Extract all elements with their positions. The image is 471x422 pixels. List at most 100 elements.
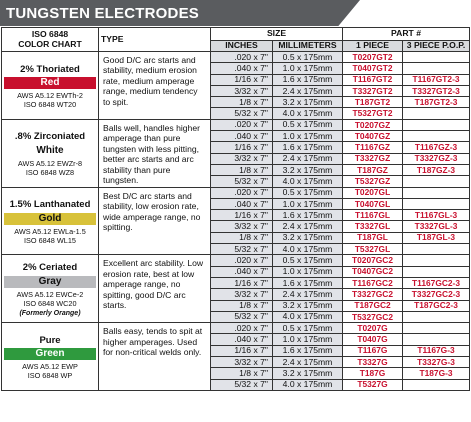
table-row: 1/16 x 7" 1.6 x 175mm T1167GT2 T1167GT2-3 — [2, 73, 471, 86]
size-inches: 1/8 x 7" — [210, 163, 273, 177]
aws-spec: AWS A5.12 EWZr-8 — [17, 158, 83, 168]
size-millimeters: 4.0 x 175mm — [271, 107, 344, 120]
size-inches: 1/8 x 7" — [210, 367, 273, 380]
part-one-piece: T0407GL — [342, 197, 404, 211]
part-three-piece — [402, 243, 471, 256]
header-type: TYPE — [98, 27, 211, 52]
part-three-piece — [402, 265, 471, 278]
header-inches: INCHES — [210, 40, 273, 52]
type-description: Best D/C arc starts and stability, low e… — [98, 186, 211, 256]
size-inches: 5/32 x 7" — [210, 175, 273, 188]
part-three-piece: T1167G-3 — [402, 344, 471, 358]
iso-spec: ISO 6848 WT20 — [23, 100, 77, 110]
part-one-piece: T0207GT2 — [342, 50, 404, 64]
size-millimeters: 3.2 x 175mm — [271, 96, 344, 109]
part-one-piece: T5327GZ — [342, 175, 404, 188]
type-description: Balls easy, tends to spit at higher ampe… — [98, 322, 211, 391]
size-millimeters: 1.6 x 175mm — [271, 276, 344, 290]
size-millimeters: 1.6 x 175mm — [271, 73, 344, 86]
electrode-name: 2% Ceriated — [22, 262, 78, 274]
aws-spec: AWS A5.12 EWTh-2 — [17, 91, 83, 100]
part-three-piece — [402, 378, 471, 391]
size-inches: 5/32 x 7" — [210, 378, 273, 391]
color-swatch: Green — [4, 348, 96, 361]
electrode-group: .8% Zirconiated White AWS A5.12 EWZr-8 ISO … — [1, 118, 99, 188]
size-millimeters: 3.2 x 175mm — [271, 163, 344, 177]
part-one-piece: T0207GC2 — [342, 254, 404, 267]
color-swatch: Red — [4, 77, 96, 89]
size-inches: .020 x 7" — [210, 186, 273, 199]
size-millimeters: 1.0 x 175mm — [271, 265, 344, 278]
page-title: TUNGSTEN ELECTRODES — [6, 5, 199, 22]
type-description: Balls well, handles higher amperage than… — [98, 118, 211, 188]
header-three-piece: 3 PIECE P.O.P. — [402, 40, 471, 52]
table-row: .040 x 7" 1.0 x 175mm T0407G — [2, 333, 471, 346]
size-millimeters: 3.2 x 175mm — [271, 231, 344, 245]
part-three-piece: T3327GZ-3 — [402, 152, 471, 165]
size-inches: 5/32 x 7" — [210, 243, 273, 256]
size-millimeters: 2.4 x 175mm — [271, 356, 344, 369]
part-one-piece: T1167GL — [342, 209, 404, 222]
part-three-piece — [402, 333, 471, 346]
header-color-chart-label: COLOR CHART — [18, 38, 82, 49]
iso-spec: ISO 6848 WL15 — [24, 235, 76, 245]
table-row: .040 x 7" 1.0 x 175mm T0407GT2 — [2, 62, 471, 75]
part-one-piece: T187GT2 — [342, 96, 404, 109]
size-inches: .040 x 7" — [210, 62, 273, 75]
part-three-piece — [402, 130, 471, 143]
header-iso: ISO 6848 — [31, 29, 69, 40]
electrode-table-body: 2% Thoriated Red AWS A5.12 EWTh-2 ISO 6848 … — [1, 50, 471, 391]
table-row: .040 x 7" 1.0 x 175mm T0407GZ — [2, 130, 471, 143]
type-description: Good D/C arc starts and stability, mediu… — [98, 51, 211, 120]
color-swatch: White — [4, 144, 96, 157]
size-inches: 3/32 x 7" — [210, 356, 273, 369]
table-row: 5/32 x 7" 4.0 x 175mm T5327G — [2, 378, 471, 391]
electrode-group: 2% Thoriated Red AWS A5.12 EWTh-2 ISO 6848 … — [1, 51, 99, 120]
part-one-piece: T1167GZ — [342, 141, 404, 154]
electrode-table: ISO 6848 COLOR CHART TYPE SIZE PART # IN… — [1, 27, 471, 391]
size-millimeters: 0.5 x 175mm — [271, 254, 344, 267]
title-banner-background — [0, 0, 360, 26]
part-one-piece: T0407GZ — [342, 130, 404, 143]
part-one-piece: T0407GC2 — [342, 265, 404, 278]
size-millimeters: 2.4 x 175mm — [271, 84, 344, 98]
color-swatch: Gold — [4, 212, 96, 225]
table-row: 1/8 x 7" 3.2 x 175mm T187GT2 T187GT2-3 — [2, 96, 471, 109]
table-row: 1/16 x 7" 1.6 x 175mm T1167GZ T1167GZ-3 — [2, 141, 471, 154]
size-millimeters: 1.6 x 175mm — [271, 141, 344, 154]
size-inches: 5/32 x 7" — [210, 107, 273, 120]
size-millimeters: 0.5 x 175mm — [271, 50, 344, 64]
aws-spec: AWS A5.12 EWCe-2 — [16, 289, 84, 299]
size-inches: 1/16 x 7" — [210, 209, 273, 222]
size-millimeters: 2.4 x 175mm — [271, 152, 344, 165]
part-three-piece — [402, 107, 471, 120]
table-row: 1/8 x 7" 3.2 x 175mm T187GZ T187GZ-3 — [2, 163, 471, 177]
electrode-group: Pure Green AWS A5.12 EWP ISO 6848 WP — [1, 322, 99, 391]
part-one-piece: T3327G — [342, 356, 404, 369]
part-one-piece: T5327GL — [342, 243, 404, 256]
table-row: .8% Zirconiated White AWS A5.12 EWZr-8 ISO … — [1, 118, 471, 188]
size-millimeters: 2.4 x 175mm — [271, 288, 344, 301]
size-inches: 1/16 x 7" — [210, 276, 273, 290]
header-color-chart: ISO 6848 COLOR CHART — [1, 27, 99, 52]
size-millimeters: 4.0 x 175mm — [271, 243, 344, 256]
size-millimeters: 4.0 x 175mm — [271, 175, 344, 188]
header-millimeters: MILLIMETERS — [271, 40, 344, 52]
part-three-piece: T3327G-3 — [402, 356, 471, 369]
table-row: 3/32 x 7" 2.4 x 175mm T3327GZ T3327GZ-3 — [2, 152, 471, 165]
size-inches: 1/8 x 7" — [210, 96, 273, 109]
electrode-name: 2% Thoriated — [20, 63, 80, 75]
table-row: .040 x 7" 1.0 x 175mm T0407GL — [2, 197, 471, 211]
header-part: PART # — [342, 27, 471, 41]
size-millimeters: 1.0 x 175mm — [271, 197, 344, 211]
size-millimeters: 3.2 x 175mm — [271, 299, 344, 312]
part-one-piece: T1167GT2 — [342, 73, 404, 86]
part-one-piece: T0407G — [342, 333, 404, 346]
size-inches: 3/32 x 7" — [210, 220, 273, 233]
electrode-name: 1.5% Lanthanated — [9, 199, 91, 211]
part-three-piece — [402, 186, 471, 199]
size-inches: .040 x 7" — [210, 265, 273, 278]
size-inches: 3/32 x 7" — [210, 288, 273, 301]
part-one-piece: T1167GC2 — [342, 276, 404, 290]
aws-spec: AWS A5.12 EWLa-1.5 — [14, 226, 86, 236]
